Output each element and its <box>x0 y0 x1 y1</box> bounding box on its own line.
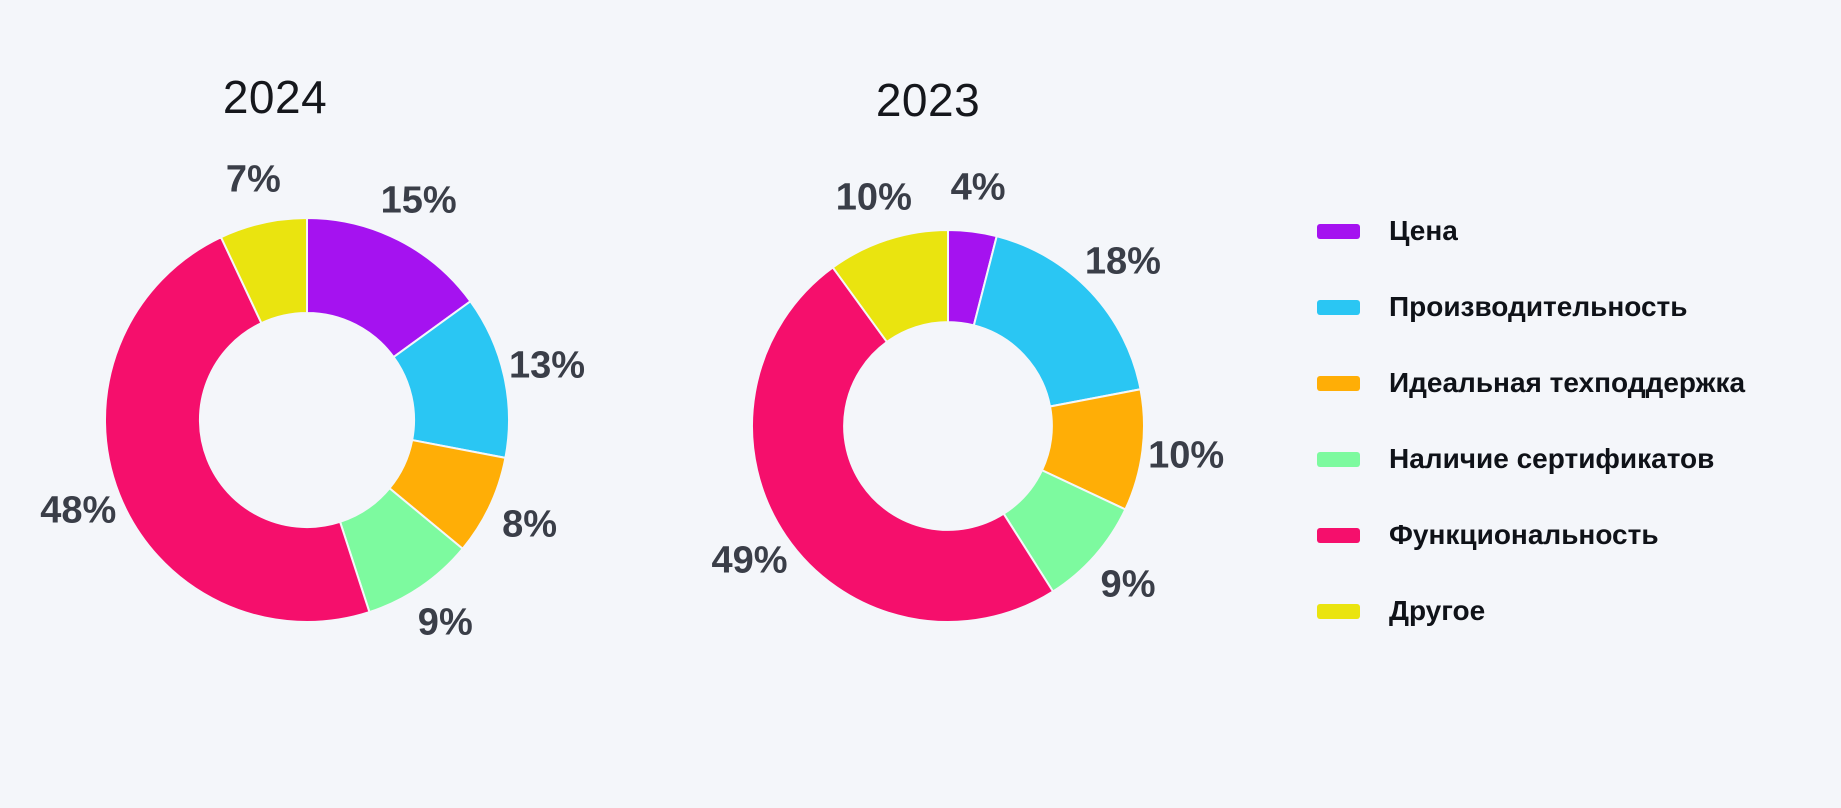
slice-percentage-label: 49% <box>711 539 788 582</box>
legend-swatch <box>1317 375 1360 391</box>
legend-label: Идеальная техподдержка <box>1389 367 1746 398</box>
slice-percentage-label: 7% <box>225 158 281 201</box>
legend-item: Другое <box>1317 594 1745 628</box>
legend-swatch <box>1317 603 1360 619</box>
legend-item: Цена <box>1317 214 1745 248</box>
legend-label: Функциональность <box>1389 519 1659 550</box>
legend-swatch <box>1317 527 1360 543</box>
legend-swatch <box>1317 451 1360 467</box>
legend-item: Функциональность <box>1317 518 1745 552</box>
slice-percentage-label: 9% <box>417 601 473 644</box>
slice-percentage-label: 13% <box>509 344 586 387</box>
legend-swatch <box>1317 299 1360 315</box>
donut-slice <box>972 235 1142 408</box>
donut-slice <box>104 236 371 623</box>
chart-title-2023: 2023 <box>875 74 981 126</box>
slice-percentage-label: 10% <box>1148 434 1225 477</box>
slice-percentage-label: 4% <box>950 166 1006 209</box>
donut-svg <box>104 217 510 623</box>
slice-percentage-label: 15% <box>380 179 457 222</box>
donut-svg <box>751 229 1145 623</box>
slice-percentage-label: 9% <box>1100 563 1156 606</box>
slice-percentage-label: 8% <box>502 503 558 546</box>
legend: Цена Производительность Идеальная техподде… <box>1317 214 1745 670</box>
legend-swatch <box>1317 223 1360 239</box>
slice-percentage-label: 10% <box>835 176 912 219</box>
slice-percentage-label: 18% <box>1084 240 1161 283</box>
legend-label: Производительность <box>1389 291 1688 322</box>
chart-title-2024: 2024 <box>222 71 328 123</box>
legend-label: Другое <box>1389 595 1486 626</box>
slice-percentage-label: 48% <box>40 489 117 532</box>
legend-label: Наличие сертификатов <box>1389 443 1715 474</box>
donut-chart-2023: 4% 18% 10% 9% 49% 10% <box>640 130 1285 710</box>
donut-slice <box>831 229 949 343</box>
donut-slice <box>219 217 308 325</box>
legend-item: Идеальная техподдержка <box>1317 366 1745 400</box>
donut-chart-2024: 15% 13% 8% 9% 48% 7% <box>0 130 620 710</box>
legend-item: Производительность <box>1317 290 1745 324</box>
legend-label: Цена <box>1389 215 1458 246</box>
donut-slice <box>751 266 1055 623</box>
donut-slice <box>306 217 472 359</box>
legend-item: Наличие сертификатов <box>1317 442 1745 476</box>
